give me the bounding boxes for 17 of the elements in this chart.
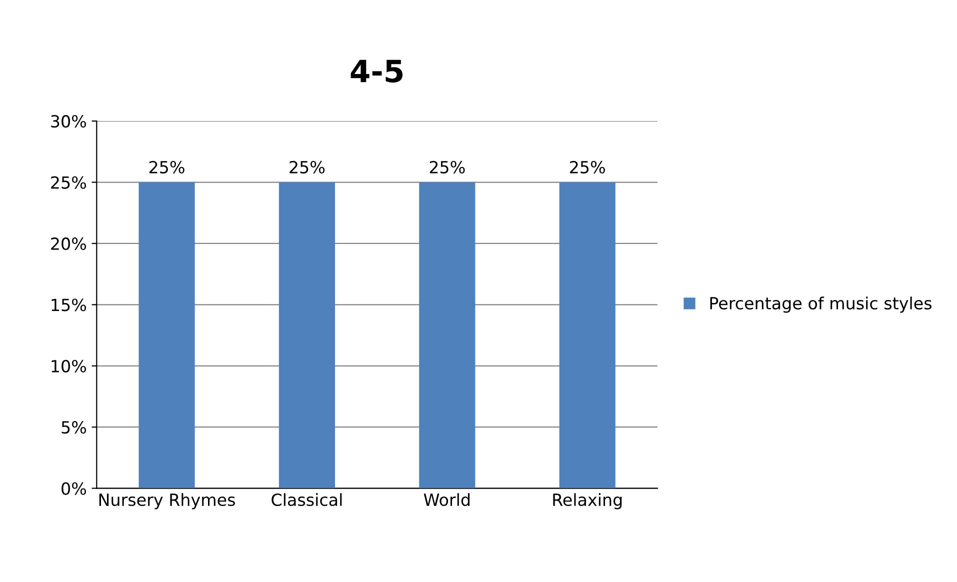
y-tick-label: 15% <box>52 298 86 312</box>
data-label: 25% <box>570 160 605 174</box>
y-tick-label: 25% <box>51 176 86 189</box>
y-tick-label: 0% <box>62 482 86 495</box>
y-tick-label: 30% <box>51 115 86 128</box>
data-label: 25% <box>290 160 325 174</box>
y-tick-label: 10% <box>52 360 86 372</box>
y-tick-label: 5% <box>62 421 86 434</box>
chart-title: 4-5 <box>350 60 403 83</box>
x-tick-label: World <box>424 493 470 506</box>
x-tick-label: Nursery Rhymes <box>99 493 235 510</box>
data-label: 25% <box>430 160 465 174</box>
x-tick-label: Relaxing <box>553 493 622 510</box>
x-tick-label: Classical <box>272 493 342 506</box>
legend-label: Percentage of music styles <box>710 296 932 313</box>
data-label: 25% <box>149 160 184 174</box>
y-tick-label: 20% <box>51 237 86 250</box>
